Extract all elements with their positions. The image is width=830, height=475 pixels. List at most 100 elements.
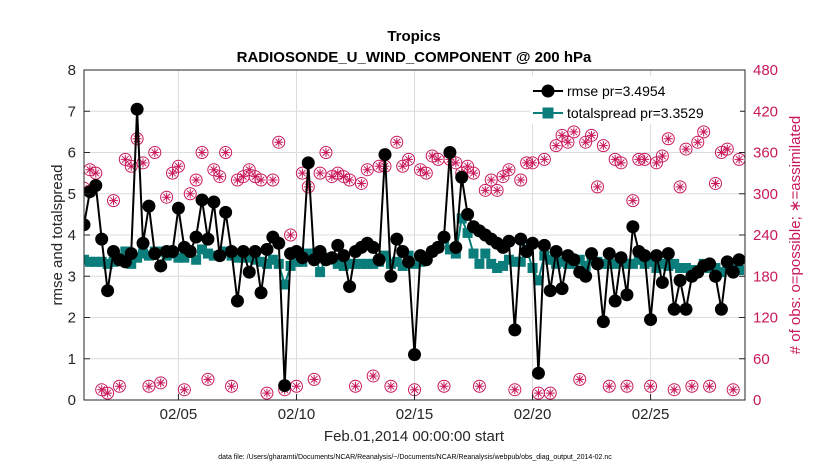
totalspread-point [462,227,473,238]
obs-assimilated-marker [480,185,490,195]
rmse-point [667,302,681,316]
rmse-point [455,170,469,184]
obs-assimilated-marker [693,137,703,147]
rmse-point [708,269,722,283]
obs-possible-marker [101,386,115,400]
obs-possible-marker [543,386,557,400]
rmse-point [549,245,563,258]
obs-assimilated-marker [604,381,614,391]
obs-assimilated-marker [551,141,561,151]
obs-assimilated-marker [303,182,313,192]
rmse-point [655,275,669,289]
totalspread-point [503,254,514,265]
obs-assimilated-marker [362,165,372,175]
obs-assimilated-marker [203,374,213,384]
totalspread-point [232,252,243,263]
obs-possible-marker [679,142,693,156]
y-tick-label: 1 [68,351,76,368]
obs-assimilated-marker [510,385,520,395]
rmse-point [331,238,345,252]
rmse-point [136,236,150,250]
obs-assimilated-marker [699,127,709,137]
obs-assimilated-marker [657,151,667,161]
totalspread-point [657,258,668,269]
obs-possible-marker [136,156,150,170]
totalspread-point [492,263,503,273]
obs-possible-marker [590,180,604,194]
data-file-footnote: data file: /Users/gharamti/Documents/NCA… [218,454,612,461]
legend-rmse-label: rmse pr=3.4954 [567,83,666,99]
totalspread-point [710,263,721,273]
obs-assimilated-marker [197,148,207,157]
rmse-point [95,232,109,246]
rmse-point [166,245,180,258]
rmse-point [596,315,610,329]
series-layer [84,102,745,393]
totalspread-point [244,252,255,263]
rmse-point [101,284,115,298]
obs-possible-marker [219,146,233,159]
obs-assimilated-marker [628,196,638,206]
totalspread-point [533,275,544,286]
rmse-point [567,253,581,267]
rmse-point [602,247,616,261]
totalspread-point [90,256,101,267]
obs-assimilated-marker [103,388,113,398]
obs-possible-marker [508,383,522,397]
rmse-point [89,179,103,192]
rmse-point [183,245,197,258]
chart-subtitle: RADIOSONDE_U_WIND_COMPONENT @ 200 hPa [237,49,592,66]
obs-possible-marker [732,152,745,166]
rmse-point [555,282,569,296]
rmse-point [437,230,451,244]
obs-assimilated-marker [392,137,402,147]
rmse-point [531,366,545,380]
totalspread-point [551,258,562,269]
legend-totalspread-marker [542,107,554,119]
totalspread-point [132,252,143,263]
obs-possible-marker [549,139,563,153]
totalspread-point [379,250,390,261]
obs-assimilated-marker [687,381,697,391]
obs-assimilated-marker [350,381,360,391]
obs-possible-marker [201,372,215,386]
rmse-point [514,232,528,246]
obs-assimilated-marker [587,130,597,140]
obs-assimilated-marker [622,381,632,391]
obs-possible-marker [390,135,404,149]
obs-possible-marker [348,379,362,393]
totalspread-point [474,258,485,269]
obs-assimilated-marker [85,165,95,175]
obs-assimilated-marker [451,158,461,168]
rmse-point [714,302,728,316]
obs-possible-marker [614,156,628,170]
obs-assimilated-marker [244,165,254,175]
legend-rmse-marker [541,84,555,98]
rmse-point [171,201,185,215]
obs-assimilated-marker [356,178,366,188]
totalspread-point [84,256,95,267]
totalspread-point [545,254,556,265]
obs-assimilated-marker [91,168,101,178]
obs-assimilated-marker [138,158,148,168]
totalspread-point [633,254,644,265]
obs-possible-marker [384,379,398,393]
obs-assimilated-marker [221,148,231,157]
obs-assimilated-marker [309,374,319,384]
obs-possible-marker [437,379,451,393]
obs-assimilated-marker [474,381,484,391]
obs-assimilated-marker [410,385,419,395]
obs-assimilated-marker [321,148,331,157]
obs-possible-marker [620,379,634,393]
rmse-point [537,238,551,252]
obs-possible-marker [708,176,722,190]
rmse-point [720,255,734,269]
obs-possible-marker [596,139,610,153]
totalspread-point [580,260,591,271]
rmse-point [732,253,745,267]
rmse-point [337,249,351,263]
rmse-point [201,232,215,246]
rmse-point [378,148,392,162]
obs-assimilated-marker [173,161,183,171]
obs-possible-marker [703,379,717,393]
